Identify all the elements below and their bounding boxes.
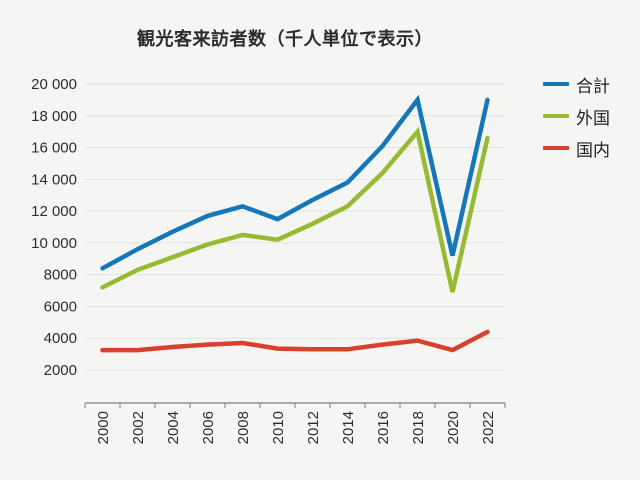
x-axis-tick-label: 2014 (340, 411, 357, 444)
y-axis-tick-label: 12 000 (31, 203, 77, 220)
x-axis-tick-label: 2002 (130, 411, 147, 444)
legend-item-domestic: 国内 (543, 138, 610, 160)
legend-item-foreign: 外国 (543, 106, 610, 128)
y-axis-tick-label: 20 000 (31, 76, 77, 93)
y-axis-tick-label: 18 000 (31, 108, 77, 125)
legend-swatch-domestic-line (543, 146, 569, 150)
y-axis-tick-label: 6000 (44, 298, 77, 315)
series-line-1 (100, 126, 490, 293)
legend-label-foreign: 外国 (576, 108, 610, 128)
x-axis-tick-label: 2006 (200, 411, 217, 444)
x-axis-tick-label: 2004 (165, 411, 182, 444)
x-axis-tick-label: 2012 (305, 411, 322, 444)
legend-label-domestic: 国内 (576, 140, 610, 160)
legend-item-total: 合計 (543, 74, 610, 96)
x-axis-tick-label: 2020 (445, 411, 462, 444)
x-axis-tick-label: 2016 (375, 411, 392, 444)
series-line-0 (100, 94, 490, 271)
y-axis-tick-label: 16 000 (31, 140, 77, 157)
x-axis-tick-label: 2000 (95, 411, 112, 444)
x-axis-tick-label: 2022 (480, 411, 497, 444)
y-axis-tick-label: 10 000 (31, 235, 77, 252)
y-axis-tick-label: 8000 (44, 267, 77, 284)
y-axis-tick-label: 2000 (44, 362, 77, 379)
x-axis-tick-label: 2008 (235, 411, 252, 444)
legend-label-total: 合計 (576, 76, 610, 96)
x-axis-tick-label: 2010 (270, 411, 287, 444)
chart-title: 観光客来訪者数（千人単位で表示） (137, 29, 433, 49)
legend-swatch-total-line (543, 82, 569, 86)
chart-legend: 合計 外国 国内 (543, 74, 610, 170)
y-axis-tick-label: 4000 (44, 330, 77, 347)
x-axis-tick-label: 2018 (410, 411, 427, 444)
y-axis-tick-label: 14 000 (31, 171, 77, 188)
series-line-2 (100, 329, 490, 353)
legend-swatch-foreign-line (543, 114, 569, 118)
